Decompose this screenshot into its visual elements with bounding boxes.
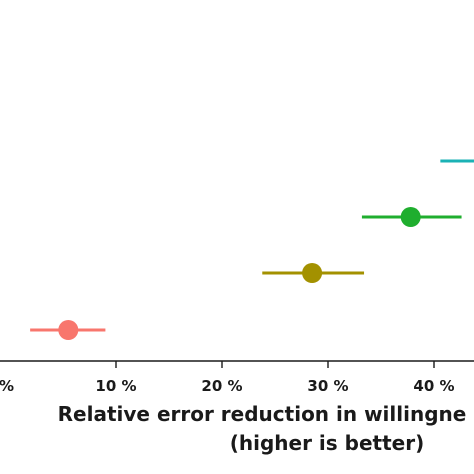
- x-tick-label: 40 %: [413, 377, 454, 395]
- point-estimate: [302, 263, 323, 283]
- point-estimate: [400, 207, 421, 227]
- x-tick-label: )%: [0, 377, 14, 395]
- x-axis-subtitle: (higher is better): [230, 431, 424, 455]
- x-tick-label: 10 %: [95, 377, 136, 395]
- plot-area: [30, 159, 474, 340]
- point-estimate: [58, 320, 79, 340]
- x-tick-label: 20 %: [201, 377, 242, 395]
- x-axis-ticks: )% 10 % 20 % 30 % 40 %: [0, 361, 455, 395]
- x-tick-label: 30 %: [307, 377, 348, 395]
- x-axis-title: Relative error reduction in willingne: [58, 402, 467, 426]
